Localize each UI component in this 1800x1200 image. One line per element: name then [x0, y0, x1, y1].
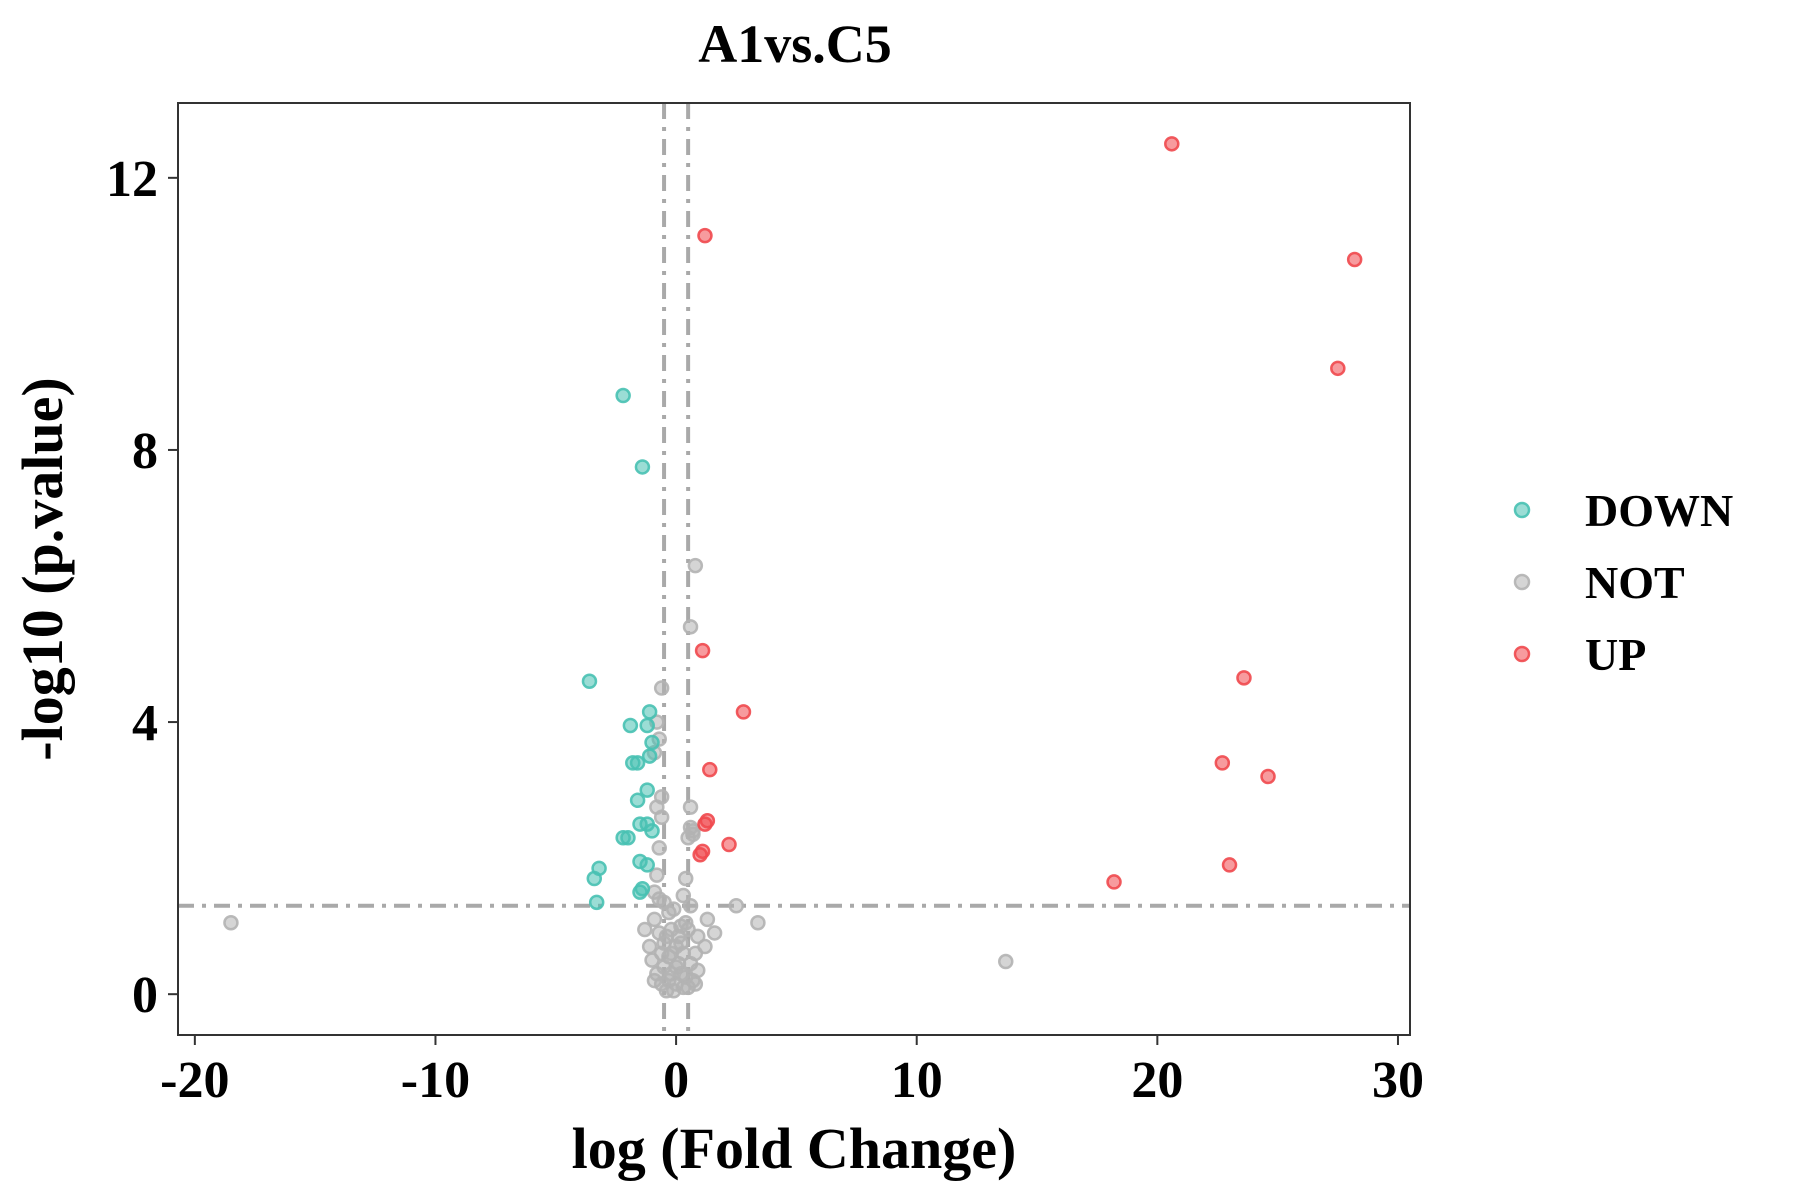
- x-tick-label: -10: [401, 1052, 470, 1109]
- point-not: [663, 945, 680, 962]
- point-not: [641, 938, 658, 955]
- y-axis: 0 4 8 12: [106, 151, 178, 1024]
- point-not: [668, 959, 684, 975]
- point-up: [1260, 768, 1276, 785]
- point-up: [735, 704, 752, 720]
- point-up: [721, 836, 737, 853]
- reference-lines: [178, 103, 1410, 1035]
- point-not: [651, 840, 667, 856]
- plot-frame: [177, 102, 1411, 1036]
- point-down: [615, 829, 631, 846]
- point-down: [644, 734, 660, 751]
- point-not: [649, 867, 665, 883]
- point-down: [644, 823, 660, 839]
- point-not: [998, 953, 1014, 970]
- point-not: [653, 680, 670, 696]
- legend-marker-up: [1513, 645, 1531, 663]
- point-up: [697, 227, 713, 244]
- legend-label-not: NOT: [1585, 557, 1685, 608]
- point-up: [1214, 755, 1231, 771]
- point-down: [639, 857, 655, 873]
- point-not: [680, 829, 696, 846]
- point-down: [586, 870, 603, 887]
- point-not: [658, 983, 675, 999]
- point-up: [1236, 670, 1252, 686]
- point-not: [673, 935, 689, 951]
- point-not: [677, 915, 694, 931]
- point-not: [687, 976, 704, 992]
- point-up: [1164, 136, 1180, 152]
- point-up: [1221, 857, 1238, 873]
- x-tick-label: 10: [891, 1052, 943, 1109]
- point-up: [702, 761, 718, 778]
- point-up: [1330, 360, 1346, 377]
- point-down: [641, 748, 658, 764]
- y-tick-label: 8: [132, 423, 158, 480]
- x-axis-title: log (Fold Change): [572, 1116, 1017, 1181]
- point-not: [653, 809, 670, 826]
- point-down: [639, 782, 655, 798]
- point-not: [677, 870, 694, 887]
- point-not: [637, 921, 653, 938]
- data-points: [223, 136, 1363, 999]
- point-down: [581, 673, 598, 689]
- point-down: [588, 894, 605, 911]
- point-not: [706, 925, 723, 941]
- chart-title: A1vs.C5: [698, 14, 892, 74]
- point-not: [682, 619, 699, 635]
- legend-label-down: DOWN: [1585, 485, 1733, 536]
- point-down: [625, 755, 641, 771]
- legend: DOWN NOT UP: [1513, 485, 1733, 680]
- point-not: [750, 915, 766, 931]
- point-down: [632, 884, 648, 900]
- point-down: [634, 459, 651, 475]
- point-down: [622, 717, 639, 734]
- point-not: [665, 901, 682, 917]
- point-not: [682, 897, 699, 914]
- point-up: [1346, 251, 1363, 268]
- x-tick-label: -20: [160, 1052, 229, 1109]
- point-not: [682, 799, 699, 815]
- point-up: [697, 816, 713, 832]
- legend-marker-not: [1513, 573, 1531, 591]
- legend-marker-down: [1513, 501, 1531, 519]
- point-up: [692, 846, 708, 863]
- point-not: [687, 557, 704, 574]
- x-tick-label: 20: [1131, 1052, 1183, 1109]
- point-up: [1106, 874, 1122, 890]
- y-axis-title: -log10 (p.value): [10, 377, 75, 760]
- point-down: [641, 704, 658, 720]
- y-tick-label: 0: [132, 967, 158, 1024]
- point-not: [658, 928, 675, 945]
- point-not: [728, 897, 744, 914]
- point-not: [646, 911, 663, 928]
- point-down: [615, 387, 631, 404]
- point-not: [646, 972, 663, 989]
- point-up: [694, 642, 711, 659]
- point-not: [223, 915, 239, 931]
- point-not: [675, 887, 692, 904]
- legend-label-up: UP: [1585, 629, 1646, 680]
- point-down: [629, 792, 646, 809]
- y-tick-label: 4: [132, 695, 158, 752]
- point-down: [639, 717, 655, 734]
- x-axis: -20 -10 0 10 20 30: [160, 1035, 1424, 1109]
- y-tick-label: 12: [106, 151, 158, 208]
- x-tick-label: 0: [663, 1052, 689, 1109]
- point-not: [699, 911, 716, 928]
- x-tick-label: 30: [1372, 1052, 1424, 1109]
